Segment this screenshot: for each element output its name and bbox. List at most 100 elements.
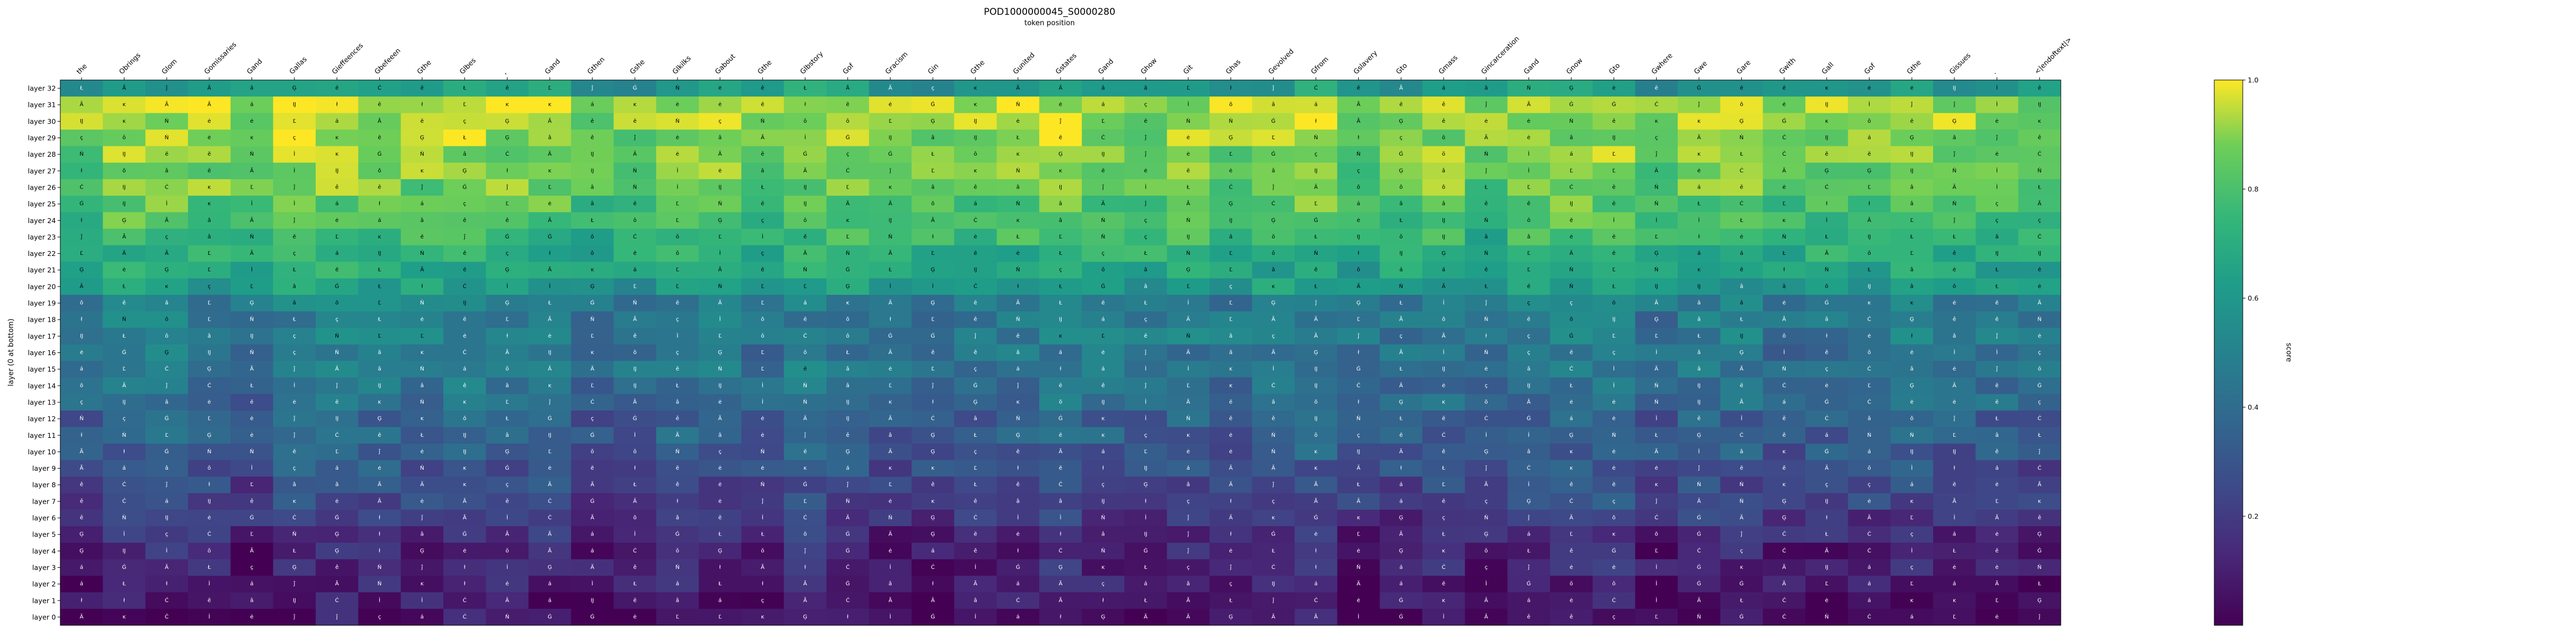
heatmap-cell xyxy=(1081,476,1125,494)
heatmap-cell xyxy=(1337,96,1380,113)
heatmap-cell-label: ç xyxy=(1144,317,1148,323)
heatmap-cell xyxy=(656,509,699,527)
heatmap-cell-label: ł xyxy=(1783,267,1785,273)
heatmap-cell xyxy=(1507,278,1551,295)
heatmap-cell-label: Ì xyxy=(208,580,210,587)
heatmap-cell xyxy=(1933,559,1976,577)
heatmap-cell xyxy=(1848,460,1891,477)
heatmap-cell-label: ç xyxy=(974,366,977,372)
heatmap-cell-label: ė xyxy=(888,366,892,372)
heatmap-cell-label: Ì xyxy=(421,596,423,603)
heatmap-cell xyxy=(1295,96,1338,113)
heatmap-cell-label: Ľ xyxy=(889,118,892,124)
heatmap-cell xyxy=(741,311,784,328)
heatmap-cell-label: Ċ xyxy=(1527,464,1531,471)
heatmap-cell-label: ě xyxy=(591,134,594,141)
heatmap-cell xyxy=(1635,443,1678,460)
heatmap-cell-label: Ĳ xyxy=(591,597,594,603)
heatmap-cell-label: ō xyxy=(463,416,466,422)
heatmap-cell xyxy=(358,493,401,510)
heatmap-cell-label: Ľ xyxy=(974,465,977,471)
heatmap-cell-label: Ì xyxy=(1868,101,1870,108)
heatmap-cell-label: Ģ xyxy=(1441,250,1446,256)
heatmap-cell-label: Ì xyxy=(974,613,976,620)
heatmap-cell xyxy=(656,96,699,113)
heatmap-cell-label: Ì xyxy=(1656,563,1657,571)
heatmap-cell xyxy=(571,443,614,460)
heatmap-cell-label: Ĳ xyxy=(80,118,83,124)
heatmap-cell-label: Ã xyxy=(1995,580,1999,587)
heatmap-cell xyxy=(315,427,359,444)
heatmap-cell xyxy=(1167,427,1210,444)
heatmap-cell-label: ç xyxy=(208,283,211,289)
heatmap-cell xyxy=(1295,509,1338,527)
heatmap-cell-label: ĸ xyxy=(1442,548,1445,554)
heatmap-cell-label: á xyxy=(931,548,934,554)
heatmap-cell-label: Ċ xyxy=(1697,547,1701,554)
heatmap-cell xyxy=(1848,278,1891,295)
heatmap-cell xyxy=(698,361,742,378)
heatmap-cell xyxy=(60,261,104,279)
heatmap-cell-label: Ń xyxy=(1357,563,1360,571)
heatmap-cell-label: ĸ xyxy=(931,498,934,504)
heatmap-cell-label: Ģ xyxy=(1740,118,1744,124)
heatmap-cell xyxy=(1464,476,1508,494)
heatmap-cell-label: Ä xyxy=(888,349,892,356)
heatmap-cell-label: ė xyxy=(1953,267,1956,273)
heatmap-cell xyxy=(528,129,572,147)
heatmap-cell-label: Ĳ xyxy=(803,184,807,190)
heatmap-cell-label: Ä xyxy=(1357,282,1360,289)
heatmap-cell-label: Ł xyxy=(1399,366,1403,372)
heatmap-cell-label: ĵ xyxy=(1102,184,1104,190)
heatmap-cell-label: Ń xyxy=(1357,415,1360,422)
heatmap-cell-label: Ĳ xyxy=(1314,168,1318,174)
heatmap-cell-label: Ł xyxy=(505,416,509,422)
heatmap-cell xyxy=(2018,261,2061,279)
heatmap-cell xyxy=(1337,328,1380,345)
heatmap-cell-label: ě xyxy=(505,85,509,92)
heatmap-cell xyxy=(1081,410,1125,427)
heatmap-cell-label: ç xyxy=(1612,498,1616,504)
heatmap-cell xyxy=(1763,294,1806,312)
heatmap-cell xyxy=(954,96,998,113)
heatmap-cell xyxy=(826,129,870,147)
heatmap-cell xyxy=(1295,526,1338,543)
heatmap-cell xyxy=(1380,526,1423,543)
heatmap-cell-label: á xyxy=(591,531,594,538)
heatmap-cell-label: ĕ xyxy=(1187,167,1190,174)
heatmap-cell-label: Ń xyxy=(888,233,892,240)
heatmap-cell-label: Ì xyxy=(1953,514,1955,521)
heatmap-cell xyxy=(1720,278,1763,295)
heatmap-cell xyxy=(869,146,912,163)
heatmap-cell-label: ĵ xyxy=(889,167,891,174)
heatmap-cell-label: ō xyxy=(676,250,679,256)
heatmap-cell xyxy=(1975,129,2019,147)
heatmap-cell xyxy=(1124,493,1167,510)
heatmap-cell xyxy=(613,179,657,196)
heatmap-cell xyxy=(1124,344,1167,362)
heatmap-cell-label: Ľ xyxy=(123,366,126,372)
heatmap-cell xyxy=(1507,146,1551,163)
heatmap-cell-label: Ä xyxy=(122,249,126,256)
heatmap-cell-label: ł xyxy=(932,581,934,587)
heatmap-cell-label: ĕ xyxy=(378,134,381,141)
heatmap-cell-label: Ģ xyxy=(1654,317,1659,323)
heatmap-cell xyxy=(1975,377,2019,395)
heatmap-cell xyxy=(869,245,912,263)
heatmap-cell-label: Ġ xyxy=(1101,282,1105,289)
heatmap-cell xyxy=(1933,311,1976,328)
heatmap-cell xyxy=(187,427,231,444)
heatmap-cell xyxy=(1507,129,1551,147)
heatmap-cell-label: â xyxy=(208,233,211,240)
heatmap-cell xyxy=(401,162,444,180)
heatmap-cell-label: â xyxy=(1697,316,1701,323)
heatmap-cell xyxy=(273,261,316,279)
heatmap-cell-label: ĕ xyxy=(676,465,679,471)
heatmap-cell-label: Ĳ xyxy=(123,201,126,207)
heatmap-cell xyxy=(1550,162,1593,180)
heatmap-cell xyxy=(1592,377,1635,395)
heatmap-cell xyxy=(273,179,316,196)
heatmap-cell-label: Ł xyxy=(1697,333,1701,339)
heatmap-cell xyxy=(486,427,529,444)
heatmap-cell xyxy=(1592,162,1635,180)
